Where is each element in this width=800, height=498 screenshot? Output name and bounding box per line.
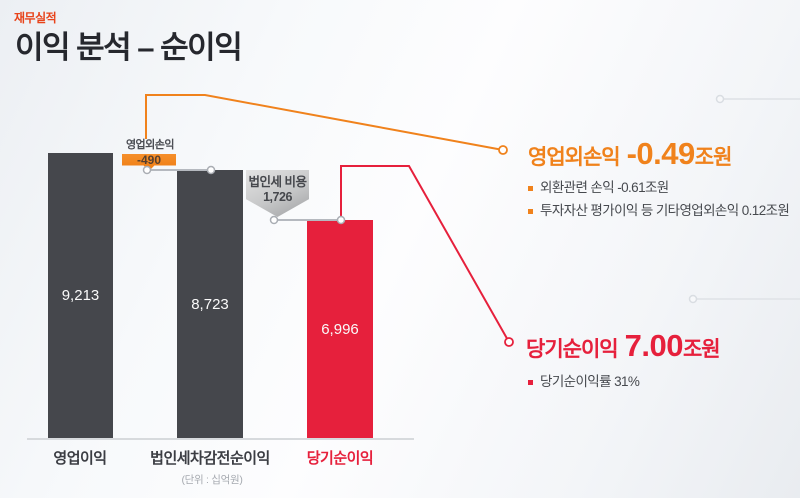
- bullet-square-icon: [528, 380, 533, 385]
- annotation-nonop-bullet-1-text: 외환관련 손익 -0.61조원: [540, 180, 669, 195]
- callout-nonop-badge: -490: [122, 154, 176, 171]
- annotation-nonop-unit: 조원: [694, 146, 733, 169]
- bar-value-pretax-income: 8,723: [191, 295, 229, 313]
- annotation-nonop-heading: 영업외손익 -0.49 조원: [528, 136, 733, 172]
- annotation-net-heading: 당기순이익 7.00 조원: [526, 328, 721, 364]
- decor-dot-mid-icon: [688, 294, 698, 304]
- axis-label-net-income: 당기순이익: [306, 450, 374, 467]
- annotation-net-value: 7.00: [624, 328, 684, 363]
- bar-value-net-income: 6,996: [321, 320, 359, 338]
- annotation-net-bullet-1: 당기순이익률 31%: [528, 374, 640, 390]
- leader-endpoint-orange-icon: [498, 145, 508, 155]
- callout-nonop-value: -490: [136, 153, 162, 167]
- leader-endpoint-red-icon: [504, 337, 514, 347]
- callout-tax-label: 법인세 비용: [248, 175, 307, 189]
- bullet-square-icon: [528, 186, 533, 191]
- leader-nonop-line: [145, 94, 504, 151]
- callout-tax-badge: 법인세 비용 1,726: [246, 170, 309, 217]
- annotation-nonop-bullet-1: 외환관련 손익 -0.61조원: [528, 180, 669, 196]
- annotation-nonop-bullet-2: 투자자산 평가이익 등 기타영업외손익 0.12조원: [528, 203, 790, 219]
- annotation-nonop-bullet-2-text: 투자자산 평가이익 등 기타영업외손익 0.12조원: [540, 203, 790, 218]
- axis-label-operating-profit: 영업이익: [53, 450, 107, 467]
- bullet-square-icon: [528, 209, 533, 214]
- decor-dot-top-icon: [715, 94, 725, 104]
- axis-label-pretax-income: 법인세차감전순이익: [150, 450, 270, 467]
- annotation-nonop-value: -0.49: [626, 136, 696, 171]
- bar-net-income: 6,996: [307, 220, 373, 438]
- bar-value-operating-profit: 9,213: [61, 287, 100, 304]
- unit-note: (단위 : 십억원): [181, 474, 243, 486]
- bar-pretax-income: 8,723: [177, 170, 243, 438]
- annotation-nonop-title: 영업외손익: [528, 146, 621, 169]
- joint-dot-icon: [269, 215, 279, 225]
- page-title: 이익 분석 – 순이익: [15, 30, 243, 65]
- x-axis-baseline: [27, 438, 414, 440]
- annotation-net-bullet-1-text: 당기순이익률 31%: [540, 374, 640, 389]
- annotation-net-unit: 조원: [682, 338, 721, 361]
- callout-tax-value: 1,726: [263, 190, 292, 204]
- bar-operating-profit: 9,213: [48, 153, 113, 438]
- annotation-net-title: 당기순이익: [526, 338, 619, 361]
- callout-nonop-label: 영업외손익: [125, 139, 175, 151]
- slide-eyebrow: 재무실적: [14, 11, 57, 25]
